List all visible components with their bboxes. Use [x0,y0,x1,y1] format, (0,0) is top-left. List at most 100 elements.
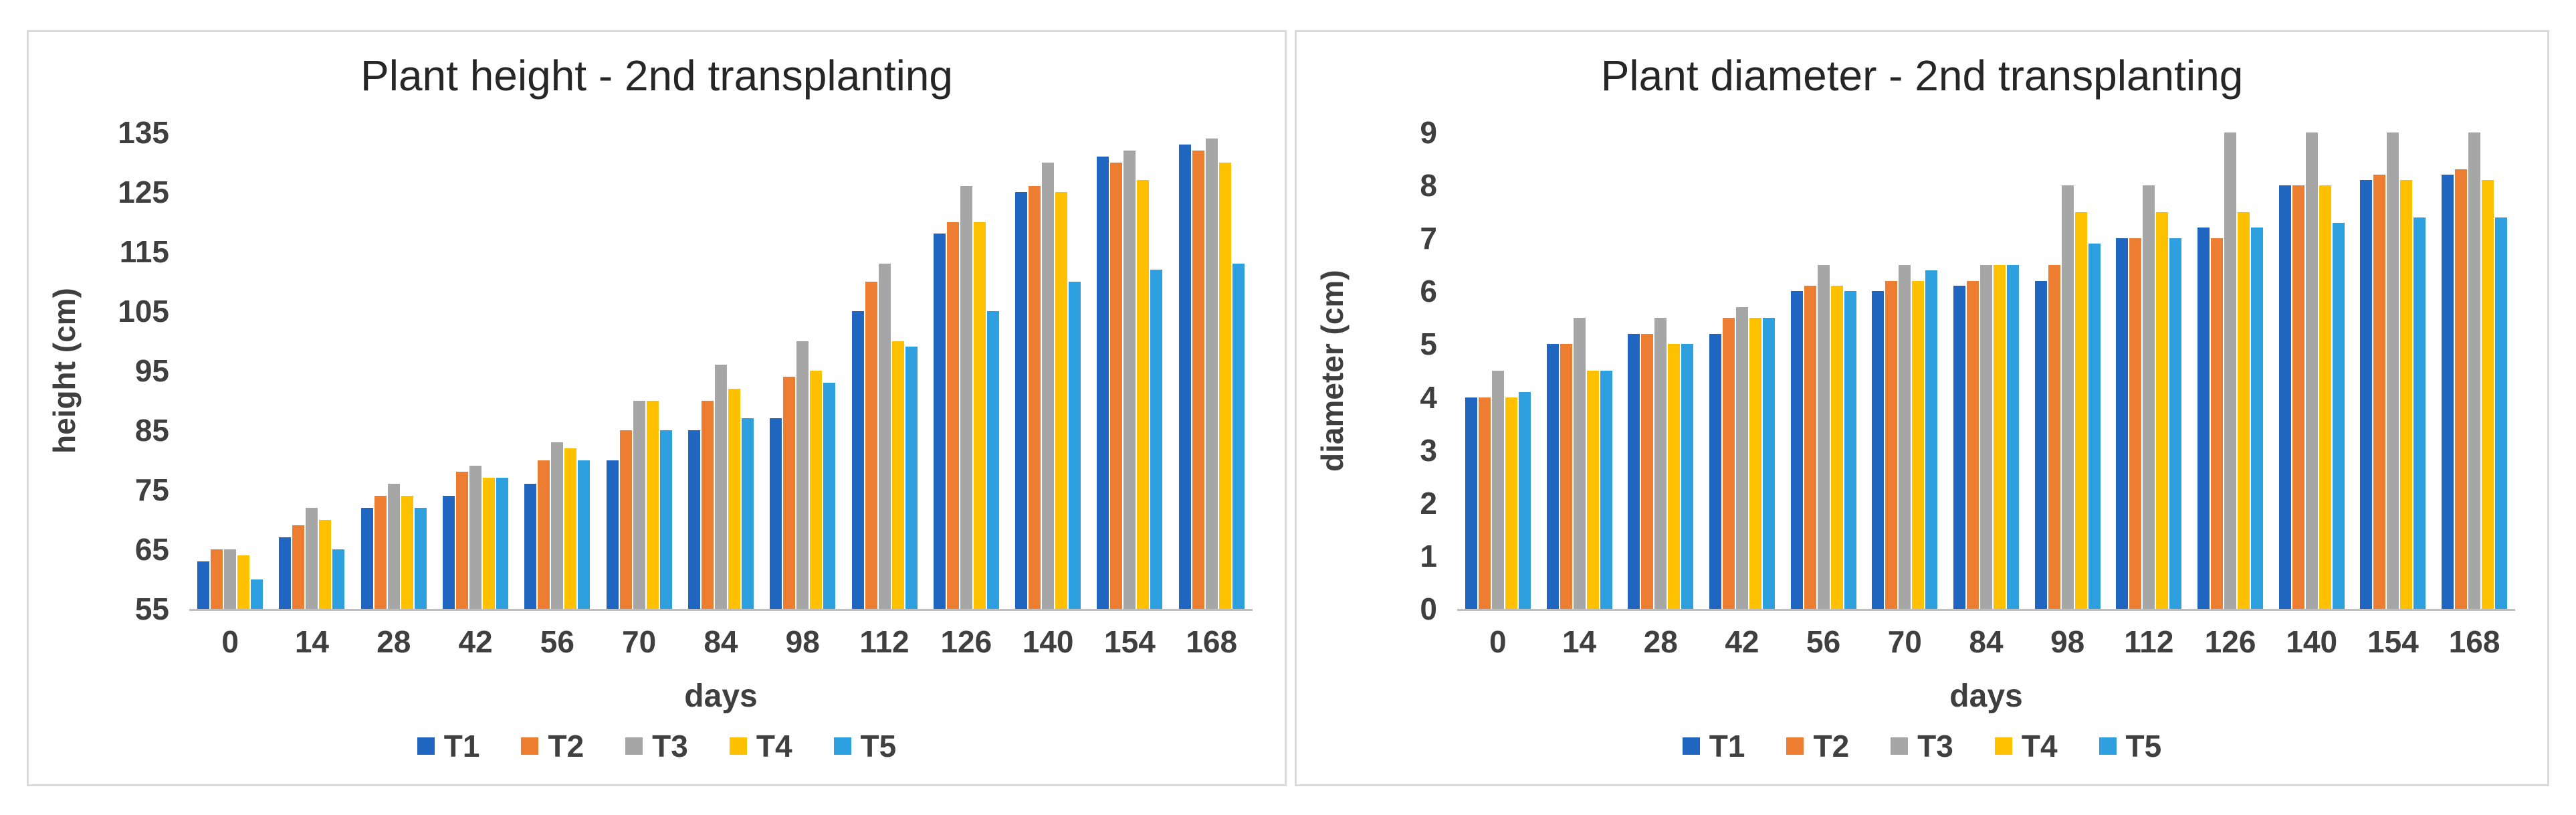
legend-label: T2 [548,729,584,763]
bar-T3-day-70 [1899,264,1911,609]
bar-T1-day-70 [1872,291,1885,609]
bar-T1-day-126 [933,234,946,609]
bar-T3-day-14 [306,507,318,609]
bar-T2-day-168 [2455,169,2468,609]
x-tick-label: 28 [1643,624,1678,659]
chart-title: Plant height - 2nd transplanting [360,52,953,100]
x-axis-title: days [1949,678,2023,714]
bar-T3-day-70 [633,400,645,609]
bar-T5-day-28 [414,507,427,609]
x-tick-label: 28 [377,624,411,659]
x-tick-label: 84 [1969,624,2004,659]
bar-T1-day-112 [851,311,864,609]
bar-T3-day-154 [2387,132,2399,609]
bar-T4-day-14 [319,519,332,609]
legend-item-T3: T3 [1891,728,1953,764]
bar-T4-day-42 [483,478,496,609]
bar-T5-day-84 [741,418,754,609]
bar-T2-day-42 [1722,317,1735,609]
bar-T1-day-70 [606,460,619,609]
bar-T2-day-70 [1885,280,1898,609]
bar-T1-day-14 [1546,344,1559,609]
bar-T5-day-112 [2169,238,2182,609]
bar-T1-day-168 [1178,144,1191,609]
bar-T1-day-0 [197,561,210,609]
bar-T2-day-70 [619,430,632,609]
x-tick-label: 0 [1489,624,1507,659]
bar-T2-day-154 [2373,175,2386,609]
legend-item-T4: T4 [729,728,792,764]
bar-T2-day-42 [456,472,469,609]
bar-T1-day-56 [1790,291,1803,609]
bar-T4-day-70 [646,400,659,609]
y-tick-label: 85 [134,413,169,448]
y-tick-label: 115 [119,234,169,269]
bar-T1-day-98 [770,418,782,609]
x-tick-label: 84 [704,624,738,659]
bar-T2-day-84 [1966,280,1979,609]
bar-T3-day-0 [224,549,237,609]
bar-T5-day-70 [659,430,672,609]
legend-swatch-icon [521,737,539,755]
bar-T5-day-14 [1600,371,1612,609]
bar-T3-day-112 [878,263,891,609]
bar-T5-day-112 [905,347,918,609]
bar-T3-day-28 [387,484,400,609]
legend-item-T5: T5 [2099,728,2161,764]
legend-swatch-icon [1891,737,1909,755]
x-tick-label: 168 [1186,624,1238,659]
bar-group-day-98: 98 [770,132,836,659]
bar-T2-day-126 [946,221,959,609]
bar-T4-day-70 [1912,280,1925,609]
legend: T1 T2 T3 T4 T5 [1297,728,2547,764]
bar-group-day-84: 84 [1953,132,2019,659]
bar-T1-day-28 [1628,333,1640,609]
bar-T5-day-154 [1150,269,1163,609]
bar-T3-day-28 [1654,317,1667,609]
bar-T1-day-140 [1015,192,1028,609]
bar-group-day-42: 42 [443,132,509,659]
bar-T4-day-126 [2238,211,2250,609]
bar-group-day-154: 154 [2360,132,2426,659]
legend-swatch-icon [1786,737,1804,755]
bar-T2-day-112 [865,281,877,609]
bar-T5-day-42 [1762,317,1775,609]
legend-swatch-icon [1994,737,2012,755]
legend-item-T5: T5 [833,728,896,764]
bar-group-day-0: 0 [1465,132,1531,659]
bar-T2-day-14 [292,525,305,609]
legend-label: T1 [1709,729,1745,763]
bar-T5-day-98 [823,382,836,609]
bar-T5-day-168 [2495,217,2508,609]
legend-swatch-icon [729,737,747,755]
bar-T3-day-154 [1123,150,1136,609]
bar-T5-day-56 [1844,291,1856,609]
bar-group-day-84: 84 [687,132,754,659]
bar-T2-day-112 [2129,238,2142,609]
bar-T2-day-28 [374,495,387,609]
legend-item-T2: T2 [1786,728,1849,764]
bar-T3-day-168 [1205,138,1218,609]
bar-T4-day-140 [2319,185,2331,609]
y-tick-label: 7 [1420,221,1437,256]
bar-T5-day-126 [2251,228,2264,609]
y-tick-label: 0 [1420,592,1437,626]
bar-T3-day-112 [2143,185,2155,609]
chart-panel-plant-diameter: Plant diameter - 2nd transplanting diame… [1295,30,2549,786]
bar-T1-day-154 [1097,156,1109,609]
bar-T2-day-140 [2292,185,2304,609]
bar-T4-day-28 [401,495,413,609]
x-tick-label: 56 [540,624,574,659]
bar-T1-day-28 [360,507,373,609]
chart-title: Plant diameter - 2nd transplanting [1600,52,2244,100]
bar-T4-day-28 [1668,344,1681,609]
bar-group-day-14: 14 [279,132,345,659]
bar-group-day-154: 154 [1097,132,1163,659]
bar-T5-day-14 [332,549,345,609]
bar-T1-day-112 [2116,238,2129,609]
bar-T2-day-98 [783,376,796,609]
bar-T3-day-98 [796,341,809,609]
bar-T5-day-70 [1925,270,1938,609]
y-tick-label: 65 [134,532,169,567]
bar-group-day-14: 14 [1546,132,1612,659]
